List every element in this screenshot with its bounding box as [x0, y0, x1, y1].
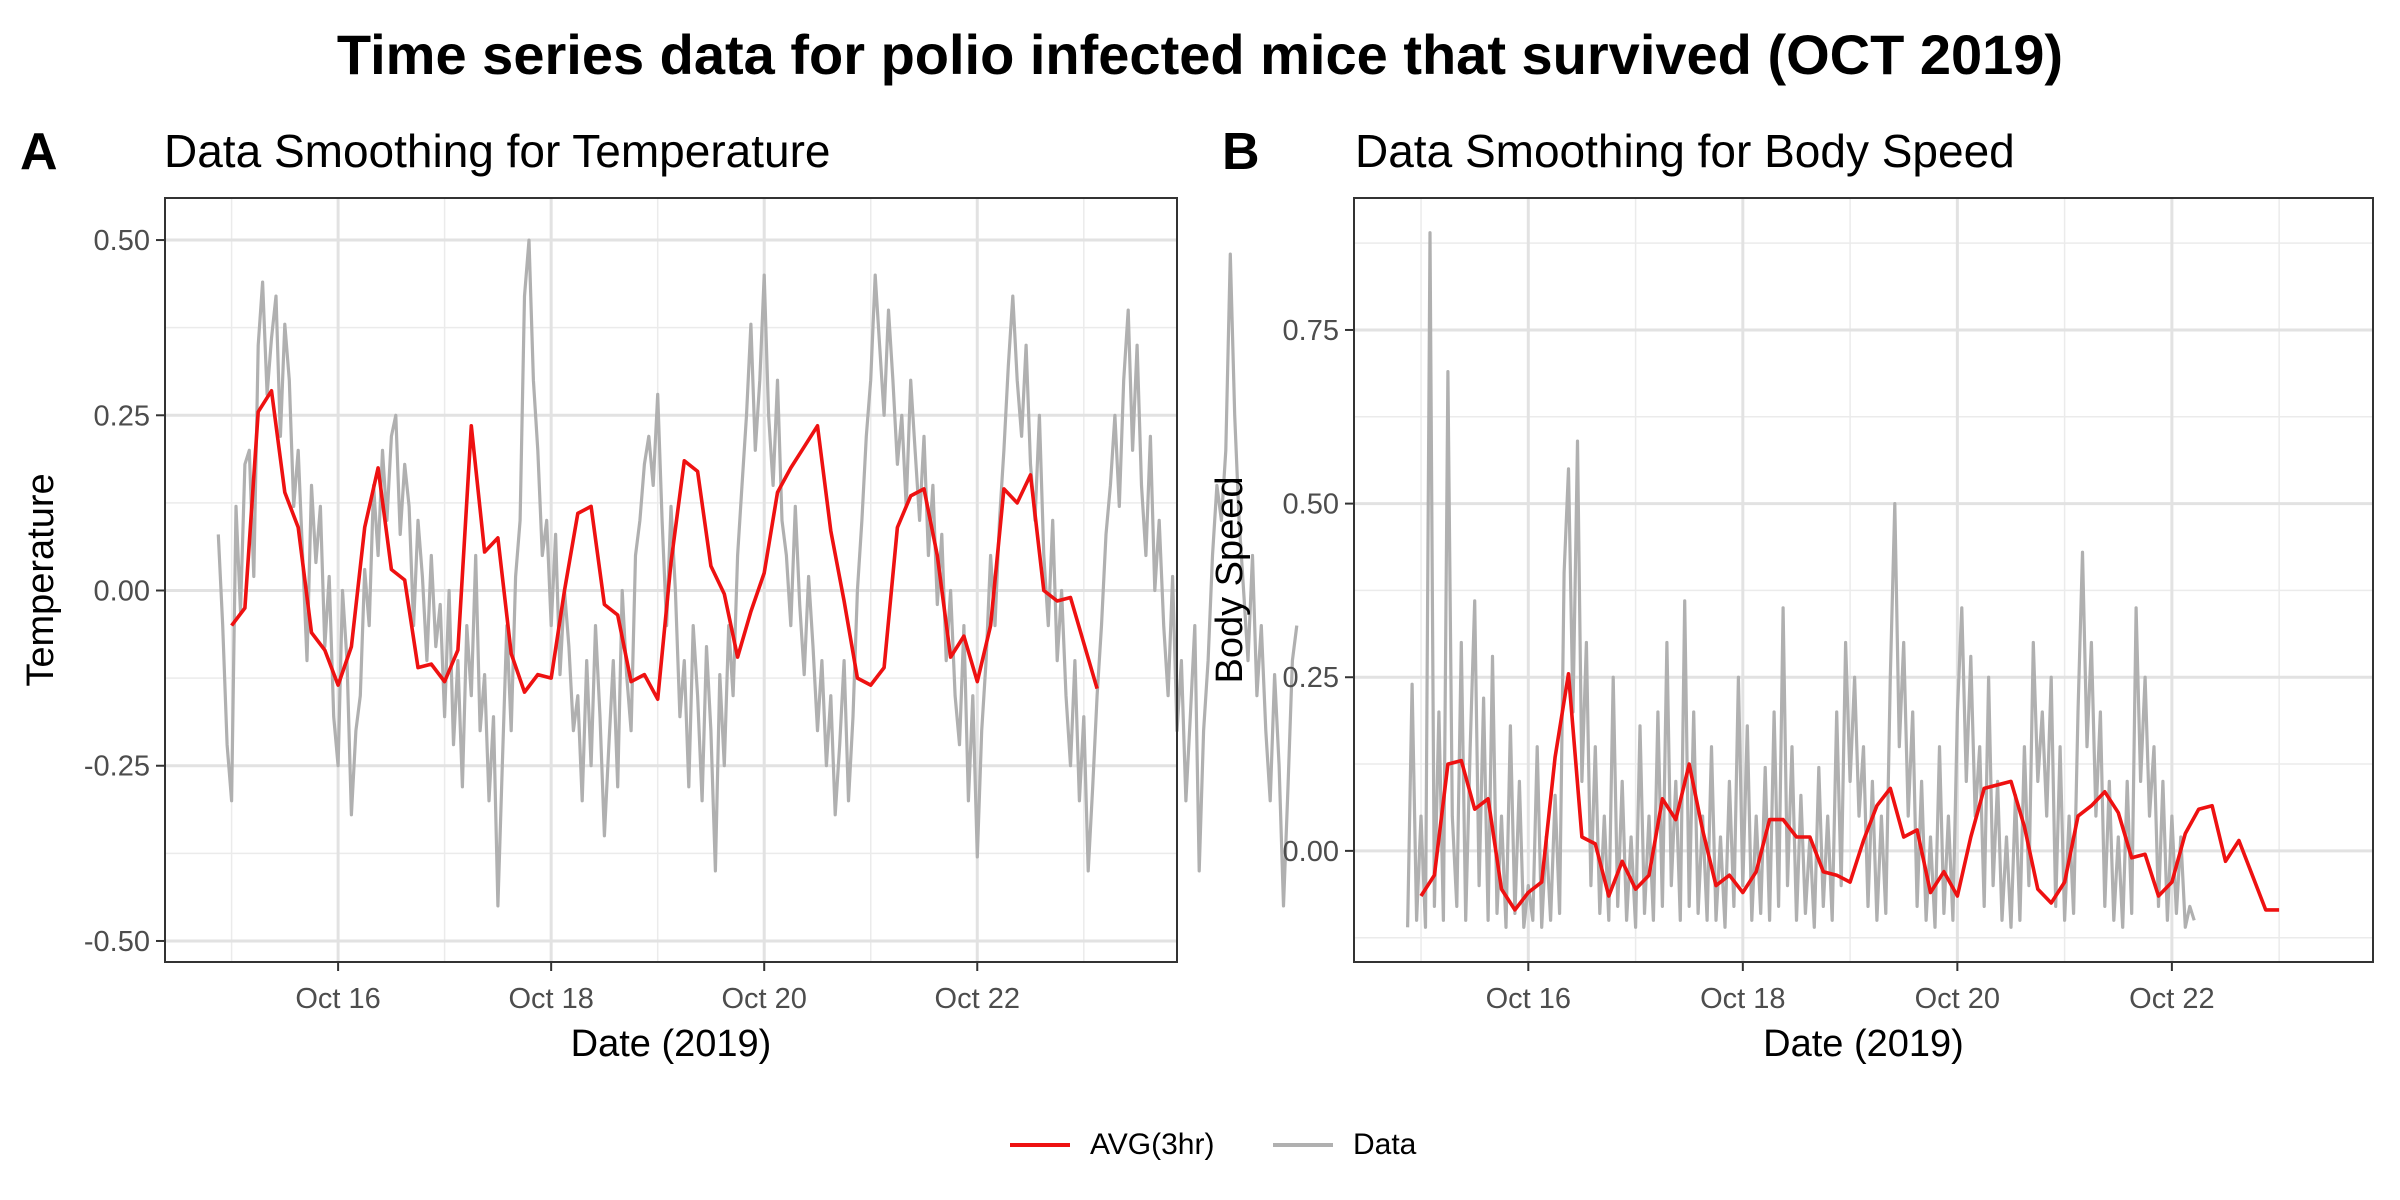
y-axis-label: Temperature: [20, 473, 62, 686]
panel-b-border: [1353, 197, 2374, 963]
main-title: Time series data for polio infected mice…: [336, 23, 2064, 86]
series-line-avg: [1419, 671, 2280, 912]
x-tick-label: Oct 18: [1700, 983, 1785, 1015]
legend-item-data: Data: [1273, 1120, 1416, 1170]
y-axis-label: Body Speed: [1209, 476, 1251, 683]
x-axis-label: Date (2019): [571, 1023, 772, 1065]
y-tick-label: 0.50: [94, 225, 150, 257]
x-tick-label: Oct 22: [2129, 983, 2214, 1015]
y-tick-label: 0.00: [94, 576, 150, 608]
x-tick-label: Oct 16: [295, 983, 380, 1015]
y-tick-label: 0.00: [1283, 836, 1339, 868]
x-tick-label: Oct 18: [508, 983, 593, 1015]
x-tick-label: Oct 16: [1486, 983, 1571, 1015]
y-tick-label: -0.25: [84, 751, 150, 783]
y-tick-label: 0.25: [94, 400, 150, 432]
panel-letter-a: A: [20, 123, 58, 181]
panel-a-plot: 0.50 0.25 0.00 -0.25 -0.50 Oct 16 Oct 18 Oct 20…: [20, 197, 1299, 1065]
legend-label-data: Data: [1353, 1128, 1417, 1161]
series-line-avg: [230, 388, 1099, 702]
y-tick-label: 0.25: [1283, 662, 1339, 694]
panel-letter-b: B: [1222, 123, 1260, 181]
y-tick-label: -0.50: [84, 926, 150, 958]
x-tick-label: Oct 22: [935, 983, 1020, 1015]
panel-a-border: [164, 197, 1178, 963]
legend: AVG(3hr) Data: [0, 1120, 2400, 1170]
y-tick-label: 0.50: [1283, 489, 1339, 521]
x-tick-label: Oct 20: [1915, 983, 2000, 1015]
series-line-data: [216, 238, 1299, 908]
x-tick-label: Oct 20: [721, 983, 806, 1015]
legend-label-avg: AVG(3hr): [1090, 1128, 1215, 1161]
panel-b-plot: 0.75 0.50 0.25 0.00 Oct 16 Oct 18 Oct 20 Oct 22…: [1209, 197, 2374, 1065]
legend-key-avg: [1010, 1143, 1070, 1147]
y-tick-label: 0.75: [1283, 315, 1339, 347]
panel-b-title: Data Smoothing for Body Speed: [1355, 125, 2015, 177]
legend-item-avg: AVG(3hr): [1010, 1120, 1214, 1170]
panel-a-title: Data Smoothing for Temperature: [164, 125, 831, 177]
legend-key-data: [1273, 1143, 1333, 1147]
x-axis-label: Date (2019): [1763, 1023, 1964, 1065]
series-line-data: [1406, 231, 2196, 929]
